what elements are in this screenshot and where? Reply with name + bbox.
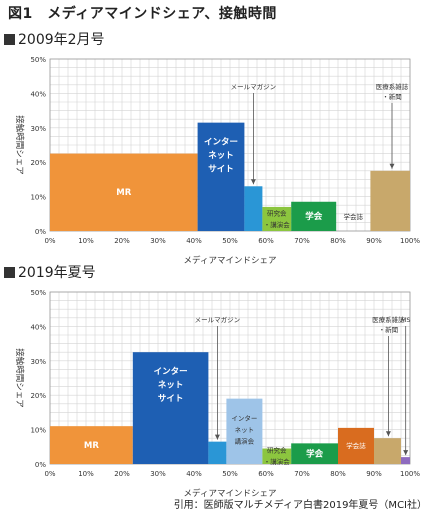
- bar-label: インター: [154, 366, 188, 377]
- chart-2019: MRインターネットサイトインターネット講演会研究会・講演会学会学会誌メールマガジ…: [14, 289, 420, 499]
- callout-label: MS: [401, 316, 411, 324]
- bar-segment: [401, 457, 410, 464]
- bar-label: 学会: [306, 449, 324, 460]
- x-tick-label: 0%: [44, 470, 55, 478]
- y-axis-title: 接触時間シェア: [14, 348, 25, 408]
- y-tick-label: 20%: [30, 159, 46, 167]
- chart1-heading-text: 2009年2月号: [18, 32, 105, 48]
- x-tick-label: 0%: [44, 237, 55, 245]
- callout-arrow-head: [214, 434, 220, 440]
- x-tick-label: 40%: [186, 470, 202, 478]
- bar-segment: [291, 443, 338, 464]
- x-tick-label: 100%: [400, 470, 420, 478]
- bar-segment: [132, 352, 209, 464]
- bar-label: サイト: [158, 394, 184, 404]
- y-tick-label: 30%: [30, 125, 46, 133]
- y-tick-label: 0%: [35, 228, 46, 236]
- x-tick-label: 50%: [222, 237, 238, 245]
- bar-label: MR: [116, 188, 131, 198]
- bar-label: ネット: [208, 150, 234, 161]
- x-tick-label: 60%: [258, 470, 274, 478]
- y-tick-label: 10%: [30, 427, 46, 435]
- callout-label: メールマガジン: [195, 315, 241, 324]
- y-tick-label: 50%: [30, 56, 46, 64]
- bar-label: 研究会: [267, 446, 287, 455]
- bar-label: 学会誌: [346, 441, 366, 450]
- chart1-heading: 2009年2月号: [4, 29, 105, 49]
- bar-segment: [208, 441, 227, 464]
- bar-segment: [262, 206, 292, 231]
- heading-square-icon: [4, 34, 15, 45]
- y-tick-label: 40%: [30, 90, 46, 98]
- x-tick-label: 50%: [222, 470, 238, 478]
- bar-segment: [197, 122, 245, 231]
- bar-label: ・講演会: [264, 457, 291, 466]
- x-tick-label: 90%: [366, 237, 382, 245]
- bar-label: ネット: [235, 426, 255, 434]
- bar-label: サイト: [208, 165, 234, 175]
- x-tick-label: 20%: [114, 237, 130, 245]
- bar-label: ネット: [158, 380, 184, 391]
- figure-title: 図1 メディアマインドシェア、接触時間: [8, 6, 277, 22]
- bar-label: インター: [231, 414, 257, 423]
- x-tick-label: 30%: [150, 470, 166, 478]
- x-tick-label: 100%: [400, 237, 420, 245]
- x-tick-label: 90%: [366, 470, 382, 478]
- bar-label: 学会: [305, 211, 323, 222]
- callout-arrow-head: [403, 450, 409, 456]
- bar-label: 学会誌: [344, 212, 364, 221]
- bar-label: インター: [204, 137, 238, 148]
- x-axis-title: メディアマインドシェア: [184, 255, 277, 266]
- y-tick-label: 0%: [35, 461, 46, 469]
- bar-segment: [262, 448, 292, 464]
- heading-square-icon: [4, 267, 15, 278]
- y-tick-label: 30%: [30, 358, 46, 366]
- x-tick-label: 40%: [186, 237, 202, 245]
- x-tick-label: 10%: [78, 237, 94, 245]
- x-tick-label: 20%: [114, 470, 130, 478]
- callout-arrow-head: [385, 431, 391, 437]
- y-tick-label: 20%: [30, 392, 46, 400]
- callout-arrow-head: [389, 163, 395, 169]
- x-axis-title: メディアマインドシェア: [184, 488, 277, 499]
- x-tick-label: 60%: [258, 237, 274, 245]
- bar-segment: [374, 438, 401, 464]
- y-tick-label: 10%: [30, 194, 46, 202]
- y-tick-label: 50%: [30, 289, 46, 297]
- callout-label: ・新聞: [382, 92, 402, 101]
- chart2-heading-text: 2019年夏号: [18, 265, 96, 281]
- bar-segment: [226, 398, 263, 464]
- bar-segment: [291, 201, 337, 231]
- bar-segment: [50, 426, 133, 464]
- bar-segment: [50, 153, 198, 231]
- y-tick-label: 40%: [30, 323, 46, 331]
- callout-label: ・新聞: [379, 325, 399, 334]
- bar-label: MR: [84, 441, 99, 451]
- bar-segment: [370, 170, 410, 231]
- x-tick-label: 10%: [78, 470, 94, 478]
- chart2-heading: 2019年夏号: [4, 262, 96, 282]
- callout-arrow-head: [250, 179, 256, 185]
- bar-label: ・講演会: [264, 220, 291, 229]
- x-tick-label: 80%: [330, 237, 346, 245]
- y-axis-title: 接触時間シェア: [14, 115, 25, 175]
- x-tick-label: 70%: [294, 470, 310, 478]
- x-tick-label: 30%: [150, 237, 166, 245]
- callout-label: メールマガジン: [231, 82, 277, 91]
- callout-label: 医療系雑誌: [376, 82, 409, 91]
- bar-segment: [244, 186, 263, 231]
- x-tick-label: 70%: [294, 237, 310, 245]
- bar-segment: [338, 427, 374, 464]
- bar-label: 講演会: [235, 437, 255, 446]
- callout-label: 医療系雑誌: [372, 315, 405, 324]
- source-note: 引用：医師版マルチメディア白書2019年夏号（MCI社）: [173, 500, 427, 511]
- bar-label: 研究会: [267, 208, 287, 217]
- x-tick-label: 80%: [330, 470, 346, 478]
